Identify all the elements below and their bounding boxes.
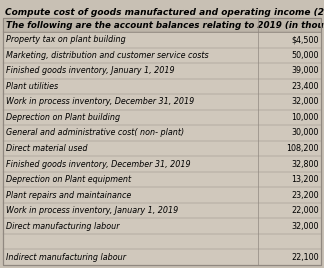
Text: 32,800: 32,800 xyxy=(292,159,319,169)
Text: $4,500: $4,500 xyxy=(292,35,319,44)
Text: Finished goods inventory, January 1, 2019: Finished goods inventory, January 1, 201… xyxy=(6,66,175,75)
Text: 13,200: 13,200 xyxy=(292,175,319,184)
Text: 50,000: 50,000 xyxy=(292,51,319,60)
Text: 22,000: 22,000 xyxy=(291,206,319,215)
Text: 39,000: 39,000 xyxy=(292,66,319,75)
Text: Deprection on Plant building: Deprection on Plant building xyxy=(6,113,120,122)
Text: Plant repairs and maintainance: Plant repairs and maintainance xyxy=(6,191,131,200)
Bar xyxy=(3,18,321,32)
Text: 108,200: 108,200 xyxy=(286,144,319,153)
Text: Compute cost of goods manufactured and operating income (2-28): Compute cost of goods manufactured and o… xyxy=(5,8,324,17)
Text: Work in process inventory, December 31, 2019: Work in process inventory, December 31, … xyxy=(6,97,194,106)
Text: 22,100: 22,100 xyxy=(291,253,319,262)
Text: Direct manufacturing labour: Direct manufacturing labour xyxy=(6,222,120,231)
Text: Plant utilities: Plant utilities xyxy=(6,82,58,91)
Text: Direct material used: Direct material used xyxy=(6,144,87,153)
Text: Property tax on plant building: Property tax on plant building xyxy=(6,35,126,44)
Text: Deprection on Plant equipment: Deprection on Plant equipment xyxy=(6,175,131,184)
Text: Work in process inventory, January 1, 2019: Work in process inventory, January 1, 20… xyxy=(6,206,178,215)
Text: 30,000: 30,000 xyxy=(292,128,319,137)
Text: Marketing, distribution and customer service costs: Marketing, distribution and customer ser… xyxy=(6,51,209,60)
Text: General and administrative cost( non- plant): General and administrative cost( non- pl… xyxy=(6,128,184,137)
Text: 32,000: 32,000 xyxy=(292,222,319,231)
Text: Indirect manufacturing labour: Indirect manufacturing labour xyxy=(6,253,126,262)
Text: 10,000: 10,000 xyxy=(292,113,319,122)
Text: Finished goods inventory, December 31, 2019: Finished goods inventory, December 31, 2… xyxy=(6,159,191,169)
Text: 23,200: 23,200 xyxy=(291,191,319,200)
Text: 32,000: 32,000 xyxy=(292,97,319,106)
Text: The following are the account balances relating to 2019 (in thousands): The following are the account balances r… xyxy=(6,20,324,29)
Text: 23,400: 23,400 xyxy=(292,82,319,91)
